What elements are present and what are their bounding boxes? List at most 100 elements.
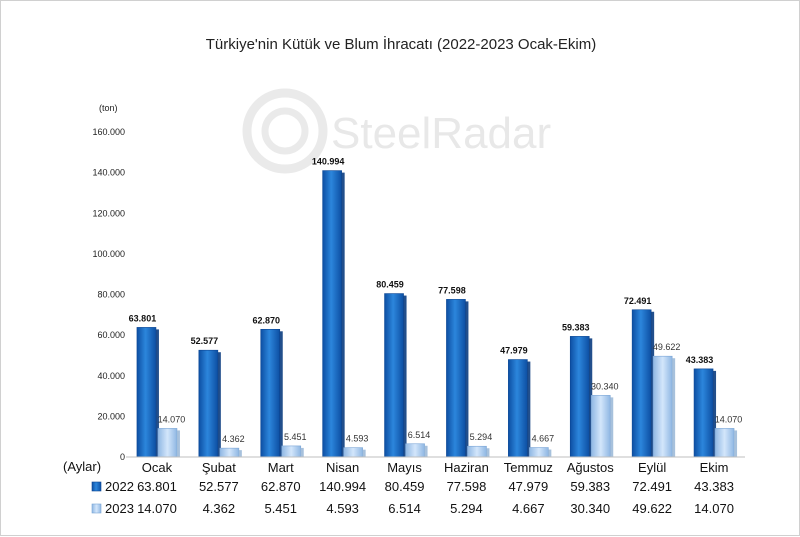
bar-2023-4 <box>343 447 363 458</box>
data-label-2023-9: 49.622 <box>653 342 681 352</box>
table-cell-2023-8: 30.340 <box>570 501 610 516</box>
data-label-2022-7: 47.979 <box>500 346 528 356</box>
bar-2022-6 <box>446 299 466 458</box>
bar-2022-1 <box>136 327 157 458</box>
category-label: Mart <box>268 460 294 475</box>
data-label-2023-1: 14.070 <box>158 414 186 424</box>
bar-2022-4 <box>322 170 342 458</box>
y-tick-label: 20.000 <box>97 411 125 421</box>
data-label-2022-4: 140.994 <box>312 157 345 167</box>
table-cell-2022-9: 72.491 <box>632 479 672 494</box>
table-cell-2023-6: 5.294 <box>450 501 483 516</box>
legend-label-2022: 2022 <box>105 479 134 494</box>
bar-shadow-2022-1 <box>155 329 159 457</box>
category-label: Nisan <box>326 460 359 475</box>
bar-shadow-2023-7 <box>548 449 552 457</box>
y-axis: 0 20.000 40.000 60.000 80.000 100.000 120.000 1… <box>92 127 125 462</box>
bar-2023-3 <box>281 445 302 458</box>
bar-shadow-2022-3 <box>279 331 283 457</box>
bar-shadow-2022-6 <box>465 301 469 457</box>
data-label-2023-6: 5.294 <box>470 432 493 442</box>
data-label-2022-5: 80.459 <box>376 280 404 290</box>
bar-2022-8 <box>569 336 590 458</box>
bar-shadow-2022-7 <box>527 361 531 457</box>
bar-2022-9 <box>631 309 652 458</box>
data-table: Ocak Şubat Mart Nisan Mayıs Haziran Temmuz Ağus… <box>91 460 734 516</box>
watermark-text: SteelRadar <box>331 109 551 158</box>
x-axis-title: (Aylar) <box>63 459 101 474</box>
data-label-2022-2: 52.577 <box>191 336 219 346</box>
chart-title: Türkiye'nin Kütük ve Blum İhracatı (2022… <box>206 35 597 53</box>
bar-2023-10 <box>714 428 735 458</box>
table-cell-2023-10: 14.070 <box>694 501 734 516</box>
bar-2022-5 <box>384 293 404 458</box>
legend-label-2023: 2023 <box>105 501 134 516</box>
data-label-2023-5: 6.514 <box>408 430 431 440</box>
bar-shadow-2022-10 <box>713 370 717 457</box>
y-tick-label: 60.000 <box>97 330 125 340</box>
bar-shadow-2023-3 <box>300 447 304 457</box>
y-tick-label: 160.000 <box>92 127 125 137</box>
bar-2023-2 <box>219 447 240 458</box>
table-cell-2023-2: 4.362 <box>203 501 236 516</box>
category-label: Ocak <box>142 460 173 475</box>
bar-shadow-2023-5 <box>424 445 428 457</box>
bar-shadow-2023-8 <box>610 397 614 457</box>
table-cell-2022-2: 52.577 <box>199 479 239 494</box>
bar-shadow-2022-8 <box>589 338 593 457</box>
data-label-2023-10: 14.070 <box>715 414 743 424</box>
bar-2023-8 <box>590 395 611 458</box>
table-cell-2023-1: 14.070 <box>137 501 177 516</box>
data-label-2023-4: 4.593 <box>346 434 369 444</box>
bar-shadow-2022-9 <box>651 311 655 457</box>
bar-2023-5 <box>405 443 425 458</box>
table-cell-2022-10: 43.383 <box>694 479 734 494</box>
category-label: Şubat <box>202 460 236 475</box>
category-label: Ekim <box>700 460 729 475</box>
bar-2022-10 <box>693 368 714 458</box>
data-label-2022-10: 43.383 <box>686 355 714 365</box>
bar-2023-6 <box>467 445 487 458</box>
y-axis-unit-label: (ton) <box>99 103 118 113</box>
bar-2023-9 <box>652 355 673 458</box>
data-label-2023-3: 5.451 <box>284 432 307 442</box>
y-tick-label: 120.000 <box>92 208 125 218</box>
table-cell-2022-1: 63.801 <box>137 479 177 494</box>
data-label-2022-9: 72.491 <box>624 296 652 306</box>
data-label-2023-7: 4.667 <box>532 434 555 444</box>
legend-swatch-2023 <box>91 503 102 514</box>
data-label-2022-3: 62.870 <box>252 315 280 325</box>
table-cell-2022-5: 80.459 <box>385 479 425 494</box>
bar-shadow-2022-5 <box>403 295 407 457</box>
table-cell-2022-4: 140.994 <box>319 479 366 494</box>
bar-shadow-2023-6 <box>486 448 490 457</box>
bar-2022-2 <box>198 349 219 458</box>
y-tick-label: 80.000 <box>97 290 125 300</box>
category-label: Eylül <box>638 460 666 475</box>
y-tick-label: 140.000 <box>92 168 125 178</box>
table-cell-2023-4: 4.593 <box>326 501 359 516</box>
table-cell-2023-3: 5.451 <box>264 501 297 516</box>
bar-shadow-2023-10 <box>734 430 738 457</box>
bar-shadow-2023-1 <box>176 430 180 457</box>
data-label-2023-2: 4.362 <box>222 434 245 444</box>
watermark-logo: SteelRadar <box>242 88 551 174</box>
bar-shadow-2022-4 <box>341 172 345 457</box>
table-cell-2022-6: 77.598 <box>447 479 487 494</box>
data-labels-group: 63.801 14.070 52.577 4.362 62.870 5.451 140.99… <box>129 157 743 445</box>
y-tick-label: 0 <box>120 452 125 462</box>
data-label-2022-8: 59.383 <box>562 322 590 332</box>
bar-2023-7 <box>529 447 549 458</box>
bars-group <box>136 170 738 458</box>
table-cell-2022-7: 47.979 <box>508 479 548 494</box>
category-label: Haziran <box>444 460 489 475</box>
bar-shadow-2022-2 <box>217 352 221 457</box>
bar-2022-3 <box>260 328 281 458</box>
table-cell-2023-9: 49.622 <box>632 501 672 516</box>
category-label: Temmuz <box>504 460 553 475</box>
bar-shadow-2023-4 <box>362 449 366 457</box>
table-cell-2022-3: 62.870 <box>261 479 301 494</box>
bar-shadow-2023-9 <box>672 358 676 457</box>
table-cell-2023-5: 6.514 <box>388 501 421 516</box>
